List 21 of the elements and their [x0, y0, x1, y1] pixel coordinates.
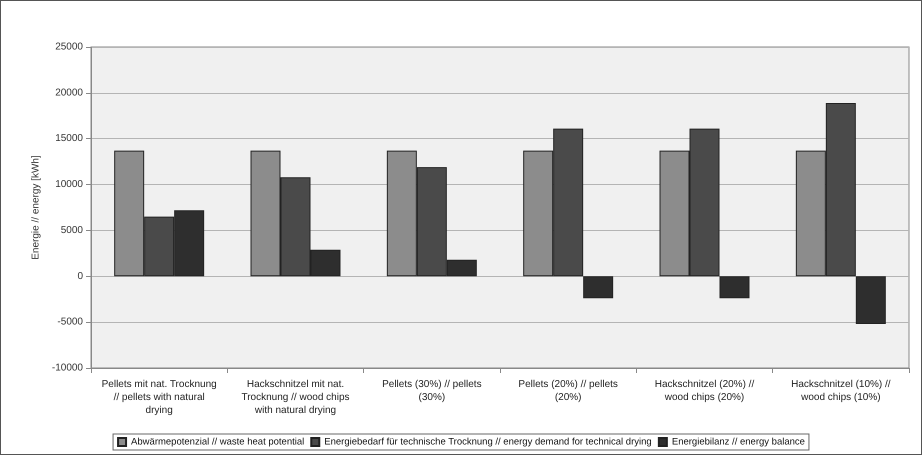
y-tick-label: 20000: [55, 87, 84, 98]
x-tick-label: Pellets (30%) // pellets (30%): [382, 379, 482, 403]
bar: [583, 276, 614, 298]
y-tick-label: 0: [77, 270, 84, 282]
x-tick-label: Pellets mit nat. Trocknung // pellets with natural drying: [102, 379, 217, 416]
y-tick-label: 15000: [55, 133, 84, 144]
x-tick-label: Pellets (20%) // pellets (20%): [518, 379, 618, 403]
bar: [719, 276, 750, 298]
x-tick-label: Hackschnitzel mit nat. Trocknung // wood chips with natural drying: [241, 379, 350, 416]
x-tick-label: Hackschnitzel (10%) // wood chips (10%): [791, 379, 891, 403]
bar: [856, 276, 886, 324]
legend-label: Energiebedarf für technische Trocknung // energy demand for technical drying: [324, 436, 652, 448]
y-tick-label: -5000: [57, 316, 84, 328]
y-tick-label: -10000: [52, 362, 84, 374]
x-tick-label: Hackschnitzel (20%) // wood chips (20%): [654, 379, 754, 403]
y-tick-label: 5000: [60, 224, 84, 236]
legend-label: Abwärmepotenzial // waste heat potential: [131, 436, 304, 448]
legend-label: Energiebilanz // energy balance: [672, 436, 805, 448]
y-tick-label: 25000: [55, 42, 84, 52]
y-axis-title: Energie // energy [kWh]: [30, 155, 42, 260]
y-tick-label: 10000: [55, 179, 84, 190]
